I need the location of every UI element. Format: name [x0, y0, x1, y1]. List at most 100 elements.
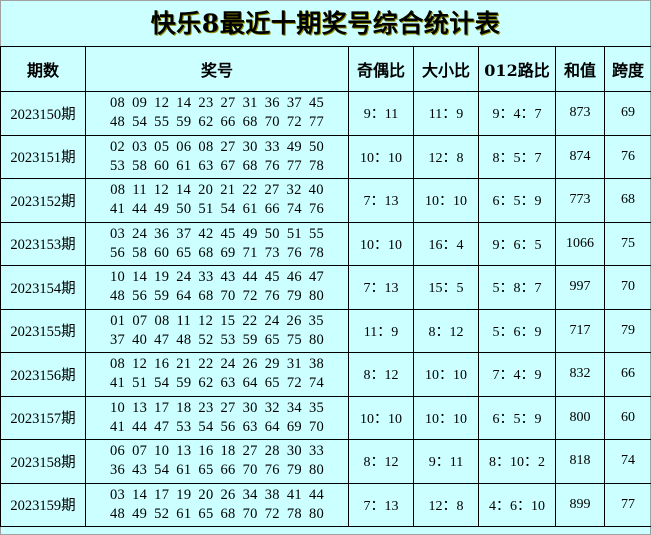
drawn-number: 37 [176, 225, 192, 242]
drawn-number: 41 [109, 201, 126, 218]
period-cell: 2023159期 [0, 482, 86, 527]
big-small-cell: 8：12 [413, 308, 479, 353]
drawn-number: 47 [154, 331, 170, 348]
drawn-number: 47 [308, 269, 325, 286]
drawn-number: 70 [308, 418, 325, 435]
drawn-number: 53 [109, 157, 126, 174]
drawn-number: 59 [176, 114, 192, 131]
drawn-number: 41 [286, 486, 302, 503]
big-small-cell: 10：10 [413, 352, 479, 397]
period-cell: 2023151期 [0, 134, 86, 179]
drawn-number: 27 [242, 443, 258, 460]
table-title: 快乐8最近十期奖号综合统计表 [150, 9, 501, 38]
table-row: 2023155期 01 07 08 11 12 15 22 24 26 35 37 40 47 48 52 53… [0, 308, 651, 353]
table-row: 2023152期 08 11 12 14 20 21 22 27 32 40 41 44 49 50 51 54… [0, 178, 651, 223]
drawn-number: 55 [154, 114, 170, 131]
drawn-number: 18 [220, 443, 236, 460]
drawn-number: 61 [242, 201, 258, 218]
big-small-cell: 9：11 [413, 439, 479, 484]
drawn-number: 02 [109, 138, 126, 155]
drawn-number: 46 [286, 269, 302, 286]
drawn-number: 16 [154, 356, 170, 373]
drawn-number: 42 [198, 225, 214, 242]
drawn-number: 35 [308, 312, 324, 329]
drawn-number: 51 [286, 225, 302, 242]
sum-cell: 800 [555, 395, 605, 440]
drawn-number: 48 [109, 114, 126, 131]
table-row: 2023157期 10 13 17 18 23 27 30 32 34 35 41 44 47 53 54 56… [0, 395, 651, 440]
drawn-number: 63 [242, 418, 258, 435]
drawn-number: 21 [220, 182, 236, 199]
drawn-number: 14 [176, 182, 192, 199]
drawn-number: 68 [198, 288, 214, 305]
drawn-number: 03 [132, 138, 148, 155]
header-012-road: 012路比 [478, 46, 556, 92]
drawn-number: 75 [286, 331, 302, 348]
numbers-line: 37 40 47 48 52 53 59 65 75 80 [86, 331, 348, 350]
drawn-number: 13 [176, 443, 192, 460]
drawn-number: 72 [286, 375, 302, 392]
drawn-number: 24 [220, 356, 236, 373]
drawn-number: 54 [220, 201, 236, 218]
sum-cell: 899 [555, 482, 605, 527]
odd-even-cell: 10：10 [348, 221, 414, 266]
header-span: 跨度 [604, 46, 651, 92]
drawn-number: 64 [242, 375, 258, 392]
odd-even-cell: 7：13 [348, 178, 414, 223]
drawn-number: 22 [242, 182, 258, 199]
drawn-number: 59 [176, 375, 192, 392]
numbers-cell: 06 07 10 13 16 18 27 28 30 33 36 43 54 61 65 66 70 76 79 80 [85, 439, 349, 484]
drawn-number: 30 [242, 399, 258, 416]
drawn-number: 68 [198, 244, 214, 261]
drawn-number: 47 [154, 418, 170, 435]
numbers-line: 08 12 16 21 22 24 26 29 31 38 [86, 355, 348, 374]
drawn-number: 73 [264, 244, 280, 261]
drawn-number: 45 [220, 225, 236, 242]
span-cell: 66 [604, 352, 651, 397]
period-cell: 2023153期 [0, 221, 86, 266]
drawn-number: 62 [198, 114, 214, 131]
drawn-number: 80 [308, 505, 325, 522]
numbers-cell: 03 14 17 19 20 26 34 38 41 44 48 49 52 61 65 68 70 72 78 80 [85, 482, 349, 527]
table-row: 2023159期 03 14 17 19 20 26 34 38 41 44 48 49 52 61 65 68… [0, 482, 651, 527]
sum-cell: 832 [555, 352, 605, 397]
drawn-number: 50 [264, 225, 280, 242]
table-row: 2023151期 02 03 05 06 08 27 30 33 49 50 53 58 60 61 63 67… [0, 134, 651, 179]
drawn-number: 65 [264, 331, 280, 348]
numbers-line: 41 44 47 53 54 56 63 64 69 70 [86, 418, 348, 437]
drawn-number: 10 [109, 269, 126, 286]
drawn-number: 52 [198, 331, 214, 348]
drawn-number: 33 [198, 269, 214, 286]
drawn-number: 11 [176, 312, 192, 329]
drawn-number: 43 [220, 269, 236, 286]
drawn-number: 76 [264, 462, 280, 479]
drawn-number: 65 [176, 244, 192, 261]
period-cell: 2023157期 [0, 395, 86, 440]
drawn-number: 30 [286, 443, 302, 460]
numbers-cell: 08 09 12 14 23 27 31 36 37 45 48 54 55 59 62 66 68 70 72 77 [85, 91, 349, 136]
drawn-number: 11 [132, 182, 147, 199]
span-cell: 70 [604, 265, 651, 310]
odd-even-cell: 10：10 [348, 395, 414, 440]
drawn-number: 31 [242, 95, 258, 112]
drawn-number: 24 [176, 269, 192, 286]
drawn-number: 08 [154, 312, 170, 329]
road-012-cell: 9：4：7 [478, 91, 556, 136]
sum-cell: 773 [555, 178, 605, 223]
drawn-number: 12 [153, 182, 169, 199]
road-012-cell: 5：6：9 [478, 308, 556, 353]
drawn-number: 28 [264, 443, 280, 460]
drawn-number: 01 [110, 312, 126, 329]
drawn-number: 45 [264, 269, 280, 286]
drawn-number: 54 [132, 114, 148, 131]
drawn-number: 66 [220, 462, 236, 479]
drawn-number: 09 [132, 95, 148, 112]
road-012-cell: 6：5：9 [478, 178, 556, 223]
drawn-number: 38 [264, 486, 280, 503]
drawn-number: 74 [308, 375, 325, 392]
drawn-number: 78 [286, 505, 302, 522]
drawn-number: 50 [308, 138, 325, 155]
drawn-number: 63 [220, 375, 236, 392]
numbers-cell: 10 13 17 18 23 27 30 32 34 35 41 44 47 53 54 56 63 64 69 70 [85, 395, 349, 440]
big-small-cell: 10：10 [413, 178, 479, 223]
